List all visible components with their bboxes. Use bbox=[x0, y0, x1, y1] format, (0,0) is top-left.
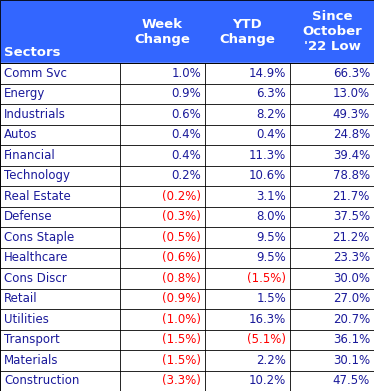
Text: Construction: Construction bbox=[4, 374, 79, 387]
Text: 16.3%: 16.3% bbox=[249, 313, 286, 326]
Text: 0.4%: 0.4% bbox=[171, 128, 201, 141]
Text: 9.5%: 9.5% bbox=[256, 251, 286, 264]
Text: (0.5%): (0.5%) bbox=[162, 231, 201, 244]
Bar bbox=[0, 145, 374, 165]
Bar bbox=[0, 350, 374, 371]
Bar bbox=[0, 186, 374, 206]
Text: 39.4%: 39.4% bbox=[333, 149, 370, 162]
Text: 24.8%: 24.8% bbox=[333, 128, 370, 141]
Text: 14.9%: 14.9% bbox=[249, 67, 286, 80]
Text: Comm Svc: Comm Svc bbox=[4, 67, 67, 80]
Text: Autos: Autos bbox=[4, 128, 37, 141]
Text: 10.6%: 10.6% bbox=[249, 169, 286, 182]
Text: 1.0%: 1.0% bbox=[171, 67, 201, 80]
Text: (0.3%): (0.3%) bbox=[162, 210, 201, 223]
Text: Energy: Energy bbox=[4, 87, 45, 100]
Text: YTD
Change: YTD Change bbox=[220, 18, 275, 45]
Text: 0.9%: 0.9% bbox=[171, 87, 201, 100]
Bar bbox=[0, 227, 374, 248]
Bar bbox=[0, 0, 374, 63]
Text: 0.2%: 0.2% bbox=[171, 169, 201, 182]
Text: 8.0%: 8.0% bbox=[256, 210, 286, 223]
Text: (5.1%): (5.1%) bbox=[247, 333, 286, 346]
Text: Sectors: Sectors bbox=[4, 46, 61, 59]
Bar bbox=[0, 289, 374, 309]
Text: (0.6%): (0.6%) bbox=[162, 251, 201, 264]
Text: Technology: Technology bbox=[4, 169, 70, 182]
Text: 3.1%: 3.1% bbox=[256, 190, 286, 203]
Text: 21.7%: 21.7% bbox=[332, 190, 370, 203]
Text: 13.0%: 13.0% bbox=[333, 87, 370, 100]
Text: (0.9%): (0.9%) bbox=[162, 292, 201, 305]
Text: 21.2%: 21.2% bbox=[332, 231, 370, 244]
Text: 78.8%: 78.8% bbox=[333, 169, 370, 182]
Text: Transport: Transport bbox=[4, 333, 60, 346]
Text: 49.3%: 49.3% bbox=[333, 108, 370, 121]
Bar bbox=[0, 104, 374, 124]
Text: Materials: Materials bbox=[4, 354, 58, 367]
Text: (3.3%): (3.3%) bbox=[162, 374, 201, 387]
Text: 0.4%: 0.4% bbox=[256, 128, 286, 141]
Text: 1.5%: 1.5% bbox=[256, 292, 286, 305]
Text: Cons Staple: Cons Staple bbox=[4, 231, 74, 244]
Text: Healthcare: Healthcare bbox=[4, 251, 68, 264]
Text: Real Estate: Real Estate bbox=[4, 190, 71, 203]
Text: 30.0%: 30.0% bbox=[333, 272, 370, 285]
Bar bbox=[0, 309, 374, 330]
Bar bbox=[0, 268, 374, 289]
Bar bbox=[0, 63, 374, 84]
Bar bbox=[0, 330, 374, 350]
Text: (1.5%): (1.5%) bbox=[247, 272, 286, 285]
Text: Cons Discr: Cons Discr bbox=[4, 272, 67, 285]
Text: 0.4%: 0.4% bbox=[171, 149, 201, 162]
Text: 23.3%: 23.3% bbox=[333, 251, 370, 264]
Text: Financial: Financial bbox=[4, 149, 56, 162]
Text: 27.0%: 27.0% bbox=[333, 292, 370, 305]
Bar bbox=[0, 206, 374, 227]
Bar bbox=[0, 84, 374, 104]
Text: 36.1%: 36.1% bbox=[333, 333, 370, 346]
Text: 37.5%: 37.5% bbox=[333, 210, 370, 223]
Bar bbox=[0, 165, 374, 186]
Text: (1.5%): (1.5%) bbox=[162, 333, 201, 346]
Text: 6.3%: 6.3% bbox=[256, 87, 286, 100]
Text: 8.2%: 8.2% bbox=[256, 108, 286, 121]
Text: (1.0%): (1.0%) bbox=[162, 313, 201, 326]
Text: 10.2%: 10.2% bbox=[249, 374, 286, 387]
Text: 20.7%: 20.7% bbox=[333, 313, 370, 326]
Text: (0.8%): (0.8%) bbox=[162, 272, 201, 285]
Text: 11.3%: 11.3% bbox=[249, 149, 286, 162]
Text: Week
Change: Week Change bbox=[135, 18, 190, 45]
Text: Since
October
'22 Low: Since October '22 Low bbox=[302, 10, 362, 53]
Bar bbox=[0, 371, 374, 391]
Text: Retail: Retail bbox=[4, 292, 38, 305]
Text: 0.6%: 0.6% bbox=[171, 108, 201, 121]
Bar bbox=[0, 124, 374, 145]
Text: Defense: Defense bbox=[4, 210, 53, 223]
Text: 9.5%: 9.5% bbox=[256, 231, 286, 244]
Text: 47.5%: 47.5% bbox=[333, 374, 370, 387]
Text: Industrials: Industrials bbox=[4, 108, 66, 121]
Bar bbox=[0, 248, 374, 268]
Text: (0.2%): (0.2%) bbox=[162, 190, 201, 203]
Text: (1.5%): (1.5%) bbox=[162, 354, 201, 367]
Text: 66.3%: 66.3% bbox=[333, 67, 370, 80]
Text: Utilities: Utilities bbox=[4, 313, 49, 326]
Text: 30.1%: 30.1% bbox=[333, 354, 370, 367]
Text: 2.2%: 2.2% bbox=[256, 354, 286, 367]
